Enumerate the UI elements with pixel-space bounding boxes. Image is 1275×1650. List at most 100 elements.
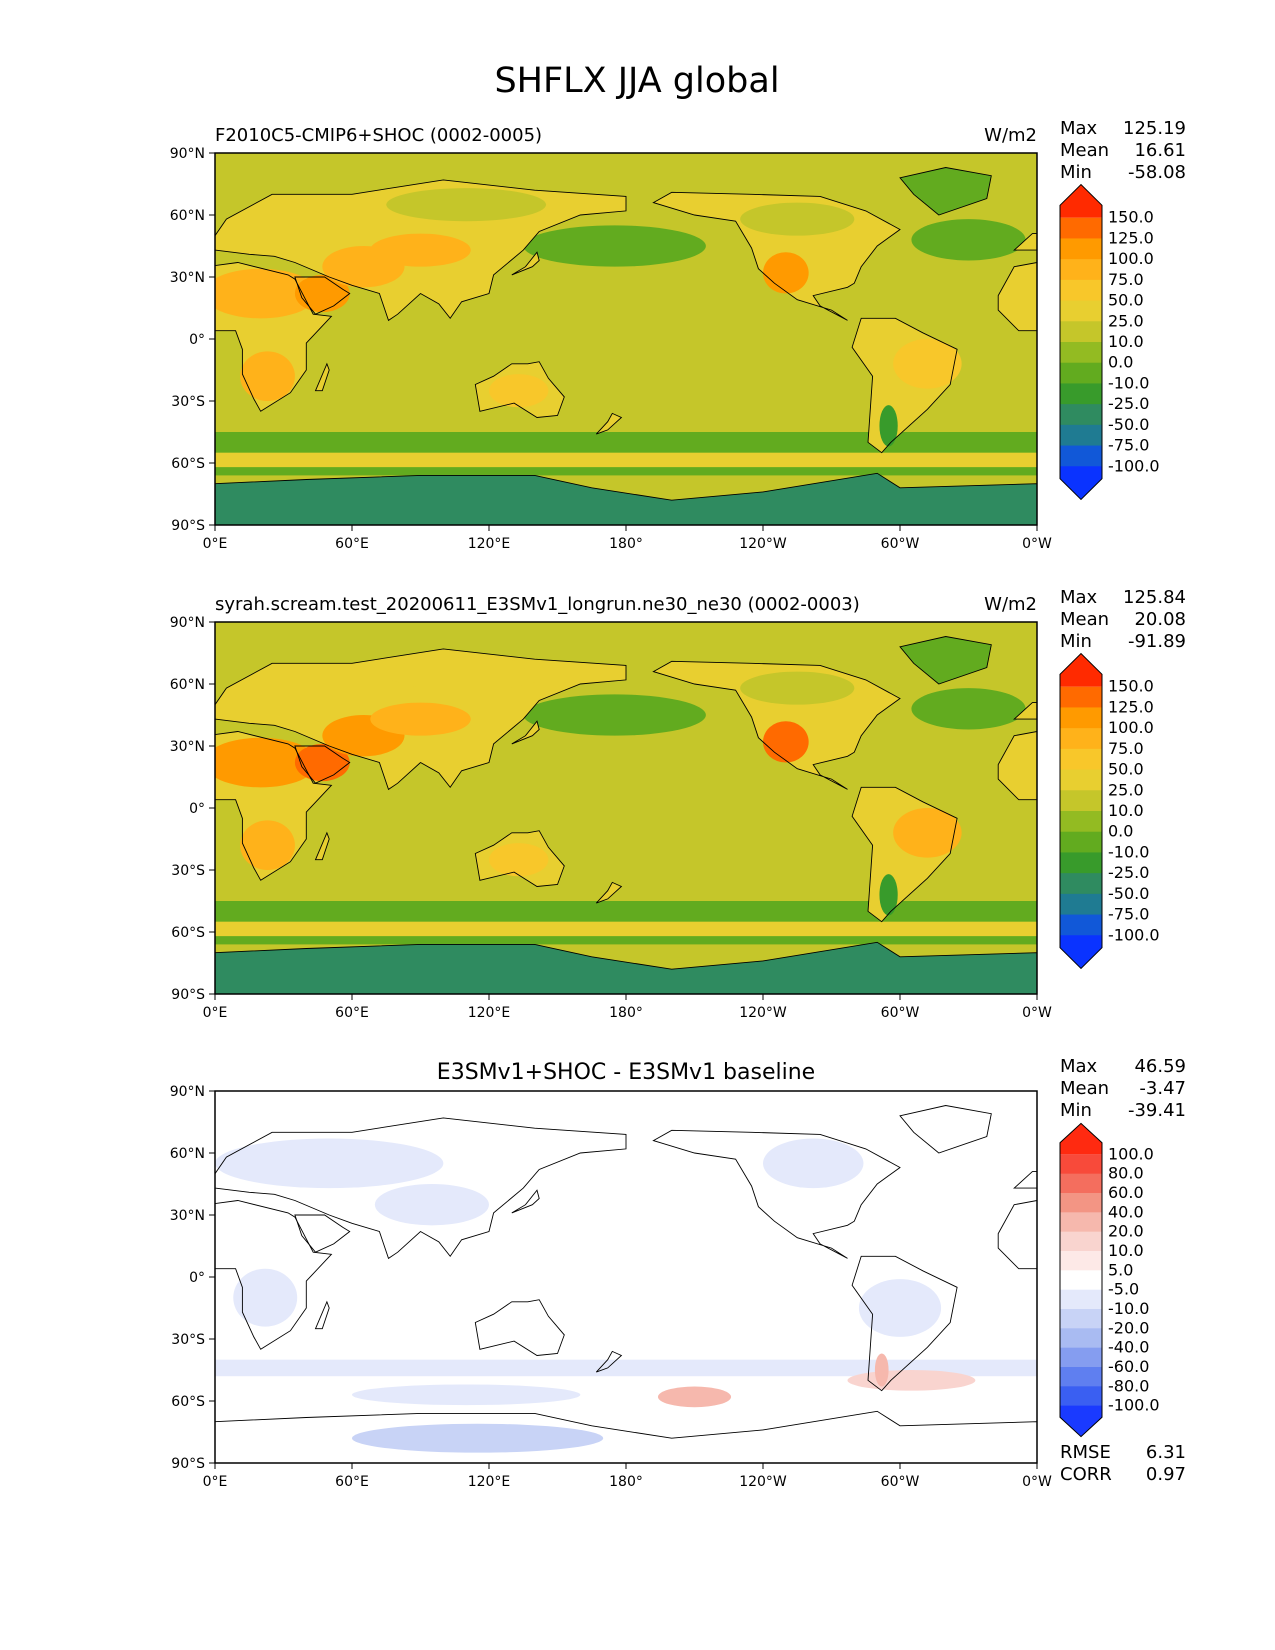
coastline-nz (595, 881, 623, 904)
colorbar-level-label: -75.0 (1108, 905, 1149, 924)
panel-0-mean-value: 16.61 (1134, 140, 1186, 161)
hotspot-brazil (893, 339, 962, 389)
colorbar-extend-top (1060, 1123, 1102, 1155)
colorbar-level-label: 60.0 (1108, 1183, 1144, 1202)
lon-tick-label: 120°E (468, 1005, 511, 1021)
coastline-australia (474, 1299, 565, 1356)
colorbar-level-label: 80.0 (1108, 1164, 1144, 1183)
colorbar-segment (1060, 748, 1102, 771)
coastline-europe2 (1013, 233, 1037, 251)
coastline-nz (595, 412, 623, 435)
colorbar-segment (1060, 1347, 1102, 1368)
panel-0-map (215, 153, 1037, 525)
diff-pacific-red (657, 1386, 732, 1408)
colorbar-level-label: 25.0 (1108, 311, 1144, 330)
colorbar-extend-bottom (1060, 935, 1102, 969)
panel-0-max-label: Max (1060, 118, 1098, 139)
coastline-nz (595, 1350, 623, 1373)
coastline-namerica (652, 191, 901, 321)
panel-2-ticks: 90°N 60°N 30°N 0° 30°S 60°S 90°S 0°E 60°E 120°E 18… (170, 1084, 1052, 1490)
colorbar-segment (1060, 831, 1102, 853)
diff-canada (763, 1138, 864, 1189)
colorbar-level-label: -100.0 (1108, 456, 1160, 475)
colorbar-segment (1060, 1154, 1102, 1175)
panel-2: E3SMv1+SHOC - E3SMv1 baseline 90°N 60°N 30… (170, 1056, 1186, 1490)
land-africa2 (998, 262, 1037, 331)
lat-tick-label: 90°S (171, 518, 205, 534)
lat-tick-label: 90°S (171, 987, 205, 1003)
colorbar-segment (1060, 404, 1102, 426)
colorbar-segment (1060, 811, 1102, 833)
siberia (386, 657, 547, 691)
lat-tick-label: 60°N (170, 1146, 205, 1162)
lat-tick-label: 30°S (171, 1332, 205, 1348)
colorbar-segment (1060, 1309, 1102, 1329)
lat-tick-label: 90°N (170, 1084, 205, 1100)
panel-2-rmse-value: 6.31 (1146, 1442, 1186, 1463)
coastline-africa2 (997, 262, 1037, 332)
panel-1: syrah.scream.test_20200611_E3SMv1_longru… (170, 587, 1186, 1021)
land-nz (596, 413, 622, 435)
panel-1-map (215, 622, 1037, 994)
colorbar-level-label: 75.0 (1108, 270, 1144, 289)
hotspot-australia (489, 374, 549, 408)
colorbar-segment (1060, 300, 1102, 322)
southern-ocean-storm-track (215, 921, 1037, 937)
coastline-greenland (899, 636, 992, 685)
diff-eurasia-north (215, 1138, 444, 1189)
hotspot-australia (489, 843, 549, 877)
coastline-japan (511, 251, 540, 276)
lon-tick-label: 0°E (203, 536, 228, 552)
hotspot-sahara (215, 268, 318, 319)
hotspot-central-asia (370, 233, 471, 267)
lon-tick-label: 0°E (203, 1005, 228, 1021)
coastline-greenland (899, 1105, 992, 1154)
colorbar-level-label: 10.0 (1108, 332, 1144, 351)
panel-1-stats: Max 125.84 Mean 20.08 Min -91.89 (1060, 587, 1186, 652)
colorbar-segment (1060, 873, 1102, 895)
land-nz (596, 882, 622, 904)
diff-southern-band (215, 1359, 1037, 1377)
panel-0: F2010C5-CMIP6+SHOC (0002-0005) W/m2 90°N… (170, 118, 1186, 552)
colorbar-segment (1060, 362, 1102, 384)
panel-1-max-label: Max (1060, 587, 1098, 608)
colorbar-outline (1059, 183, 1103, 501)
panel-0-title: F2010C5-CMIP6+SHOC (0002-0005) (215, 125, 542, 146)
coastline-arabia (294, 745, 351, 784)
colorbar-segment (1060, 790, 1102, 812)
north-pacific-low (523, 225, 706, 267)
coastline-japan (511, 1189, 540, 1214)
panel-0-ticks: 90°N 60°N 30°N 0° 30°S 60°S 90°S 0°E 60°E 120°E 18… (170, 146, 1052, 552)
land-europe2 (1014, 702, 1037, 720)
colorbar-segment (1060, 1212, 1102, 1233)
siberia (386, 188, 547, 222)
figure-title: SHFLX JJA global (494, 61, 779, 101)
colorbar-level-label: 125.0 (1108, 228, 1154, 247)
panel-2-mean-label: Mean (1060, 1078, 1109, 1099)
colorbar-level-label: 0.0 (1108, 822, 1133, 841)
lon-tick-label: 180° (609, 1005, 643, 1021)
panel-1-min-value: -91.89 (1128, 631, 1186, 652)
land-japan (511, 721, 540, 744)
colorbar-level-label: 10.0 (1108, 801, 1144, 820)
hotspot-na-southwest (763, 252, 809, 294)
canada (740, 202, 855, 236)
panel-0-max-value: 125.19 (1123, 118, 1186, 139)
colorbar-level-label: 100.0 (1108, 1144, 1154, 1163)
diff-africa (233, 1268, 298, 1327)
patagonia (879, 405, 898, 447)
colorbar-level-label: -100.0 (1108, 925, 1160, 944)
panel-2-title: E3SMv1+SHOC - E3SMv1 baseline (437, 1060, 815, 1085)
colorbar-level-label: 150.0 (1108, 208, 1154, 227)
colorbar-segment (1060, 852, 1102, 874)
colorbar-segment (1060, 342, 1102, 364)
colorbar-level-label: 20.0 (1108, 1222, 1144, 1241)
lon-tick-label: 0°W (1022, 536, 1052, 552)
colorbar-outline (1059, 1122, 1103, 1438)
colorbar-level-label: 50.0 (1108, 760, 1144, 779)
colorbar-segment (1060, 321, 1102, 343)
colorbar-level-label: -50.0 (1108, 884, 1149, 903)
panel-0-stats: Max 125.19 Mean 16.61 Min -58.08 (1060, 118, 1186, 183)
land-japan (511, 252, 540, 275)
